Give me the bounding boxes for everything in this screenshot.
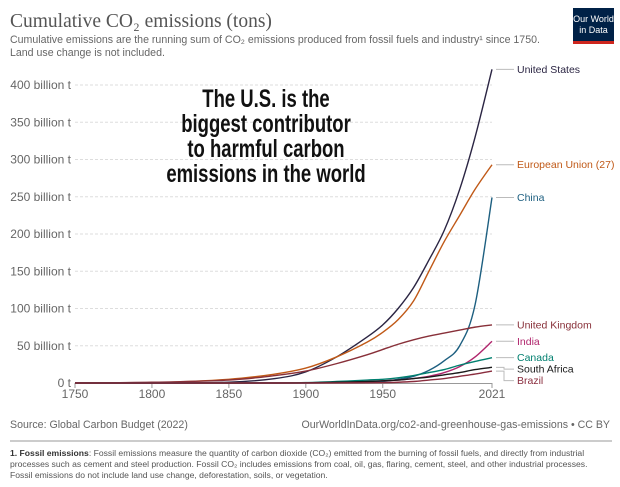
series-line-united-states[interactable] (74, 69, 493, 384)
x-tick-label: 1950 (369, 387, 396, 401)
y-tick-label: 100 billion t (10, 302, 71, 316)
series-line-united-kingdom[interactable] (74, 324, 493, 384)
y-tick-label: 350 billion t (10, 115, 71, 129)
x-tick-label: 1900 (292, 387, 319, 401)
series-label: India (517, 336, 540, 348)
svg-text:Our World: Our World (573, 14, 614, 24)
footnote-line-1: 1. Fossil emissions: Fossil emissions me… (10, 448, 584, 458)
y-tick-label: 400 billion t (10, 78, 71, 92)
svg-text:in Data: in Data (579, 25, 608, 35)
series-label: Brazil (517, 375, 543, 387)
series-lines (74, 69, 493, 384)
series-line-china[interactable] (75, 197, 493, 384)
svg-text:biggest contributor: biggest contributor (181, 109, 351, 137)
owid-logo[interactable]: Our World in Data (573, 8, 614, 44)
series-line-brazil[interactable] (75, 370, 493, 384)
x-tick-label: 2021 (479, 387, 506, 401)
series-line-european-union-27-[interactable] (74, 164, 493, 384)
y-tick-label: 300 billion t (10, 153, 71, 167)
series-label: China (517, 192, 545, 204)
chart-title: Cumulative CO₂ emissions (tons) (10, 11, 272, 32)
x-tick-label: 1850 (216, 387, 243, 401)
y-tick-label: 0 t (58, 376, 72, 390)
svg-text:to harmful carbon: to harmful carbon (187, 134, 344, 162)
source-text: Source: Global Carbon Budget (2022) (10, 419, 188, 431)
series-label: South Africa (517, 364, 574, 376)
chart-subtitle-2: Land use change is not included. (10, 47, 165, 59)
y-tick-label: 150 billion t (10, 264, 71, 278)
overlay-text: The U.S. is the biggest contributor to h… (166, 84, 365, 187)
label-connector (496, 370, 514, 382)
y-tick-label: 200 billion t (10, 227, 71, 241)
footnote-line-2: processes such as cement and steel produ… (10, 459, 587, 469)
x-tick-label: 1800 (139, 387, 166, 401)
series-label: Canada (517, 352, 554, 364)
svg-text:emissions in the world: emissions in the world (166, 159, 365, 187)
x-tick-label: 1750 (62, 387, 89, 401)
series-label: United Kingdom (517, 319, 592, 331)
series-label: European Union (27) (517, 159, 614, 171)
svg-text:The U.S. is the: The U.S. is the (202, 84, 329, 112)
footnote-line-3: Fossil emissions do not include land use… (10, 470, 328, 480)
series-labels: United States European Union (27) China Uni… (496, 64, 614, 387)
source-link[interactable]: OurWorldInData.org/co2-and-greenhouse-ga… (301, 419, 610, 431)
x-axis: 1750 1800 1850 1900 1950 2021 (62, 383, 506, 401)
chart-subtitle-1: Cumulative emissions are the running sum… (10, 34, 540, 46)
label-connector (496, 366, 514, 370)
y-grid: 0 t 50 billion t 100 billion t 150 billion … (10, 78, 492, 390)
y-tick-label: 250 billion t (10, 190, 71, 204)
y-tick-label: 50 billion t (17, 339, 72, 353)
series-label: United States (517, 64, 580, 76)
